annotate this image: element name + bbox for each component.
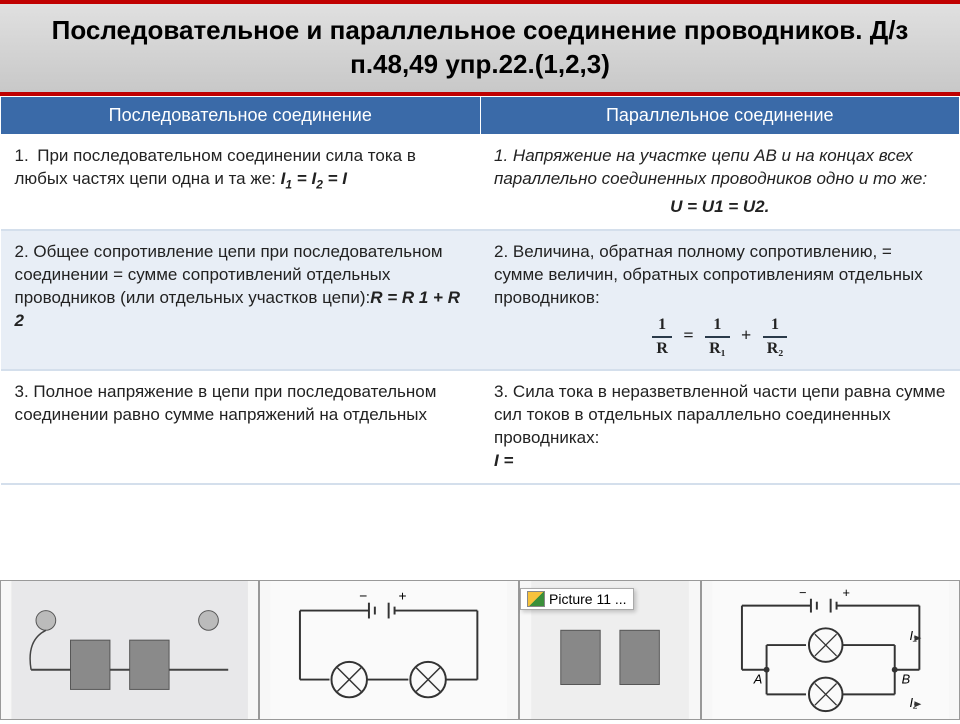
formula-series-current: I1 = I2 = I <box>281 169 347 188</box>
circuit-photo-left <box>0 580 259 720</box>
circuit-parallel-diagram: A B I₁ I₂ − + <box>701 580 960 720</box>
circuit-series-diagram: − + <box>259 580 518 720</box>
comparison-table: Последовательное соединение Параллельное… <box>0 96 960 486</box>
title-bar: Последовательное и параллельное соединен… <box>0 0 960 96</box>
circuit-thumbnails: − + A <box>0 580 960 720</box>
table-row: 3. Полное напряжение в цепи при последов… <box>1 370 960 484</box>
svg-text:B: B <box>901 672 910 687</box>
picture-tooltip: Picture 11 ... <box>520 588 634 610</box>
picture-icon <box>527 591 545 607</box>
table-row: 1. При последовательном соединении сила … <box>1 134 960 230</box>
cell-left-3: 3. Полное напряжение в цепи при последов… <box>1 370 481 484</box>
minus-label: − <box>359 589 367 604</box>
header-left: Последовательное соединение <box>1 96 481 134</box>
cell-right-1: 1. Напряжение на участке цепи АВ и на ко… <box>480 134 960 230</box>
page-title: Последовательное и параллельное соединен… <box>20 14 940 82</box>
svg-text:−: − <box>799 585 806 600</box>
table-header-row: Последовательное соединение Параллельное… <box>1 96 960 134</box>
cell-left-1: 1. При последовательном соединении сила … <box>1 134 481 230</box>
svg-text:I₁: I₁ <box>909 628 917 643</box>
svg-text:+: + <box>842 585 849 600</box>
svg-text:A: A <box>752 672 762 687</box>
cell-left-2: 2. Общее сопротивление цепи при последов… <box>1 230 481 370</box>
cell-right-3: 3. Сила тока в неразветвленной части цеп… <box>480 370 960 484</box>
formula-parallel-resistance: 1R = 1R₁ + 1R₂ <box>494 314 946 359</box>
cell-right-2: 2. Величина, обратная полному сопротивле… <box>480 230 960 370</box>
picture-tooltip-text: Picture 11 ... <box>549 591 627 607</box>
plus-label: + <box>399 589 407 604</box>
header-right: Параллельное соединение <box>480 96 960 134</box>
formula-parallel-voltage: U = U1 = U2. <box>670 197 769 216</box>
table-row: 2. Общее сопротивление цепи при последов… <box>1 230 960 370</box>
